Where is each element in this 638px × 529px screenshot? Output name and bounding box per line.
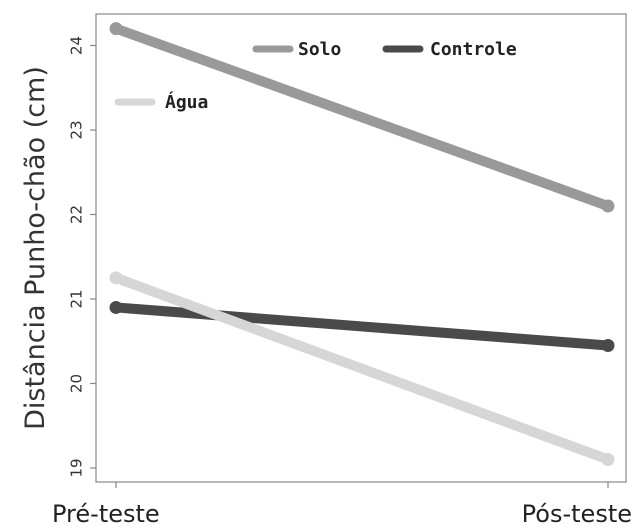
y-axis-label: Distância Punho-chão (cm) <box>20 66 51 430</box>
data-point <box>109 300 123 314</box>
legend-label: Água <box>165 91 208 113</box>
series-line-agua <box>111 272 613 465</box>
data-point <box>109 22 123 36</box>
data-point <box>109 271 123 285</box>
x-axis: Pré-teste Pós-teste <box>52 482 632 528</box>
legend-label: Controle <box>430 39 517 60</box>
y-axis: 19 20 21 22 23 24 <box>67 36 96 478</box>
data-point <box>601 453 615 467</box>
y-tick-label: 20 <box>67 374 85 393</box>
y-tick-label: 23 <box>67 120 85 139</box>
data-point <box>601 199 615 213</box>
legend: Solo Controle Água <box>114 39 517 113</box>
series-line-solo <box>111 23 613 212</box>
y-tick-label: 24 <box>67 36 85 55</box>
series-line-controle <box>111 302 613 351</box>
y-tick-label: 21 <box>67 289 85 308</box>
legend-label: Solo <box>298 39 341 60</box>
x-tick-label: Pós-teste <box>522 500 632 528</box>
series-layer <box>109 22 615 467</box>
data-point <box>601 338 615 352</box>
y-tick-label: 22 <box>67 205 85 224</box>
y-tick-label: 19 <box>67 458 85 477</box>
x-tick-label: Pré-teste <box>52 500 160 528</box>
plot-frame <box>95 13 627 483</box>
